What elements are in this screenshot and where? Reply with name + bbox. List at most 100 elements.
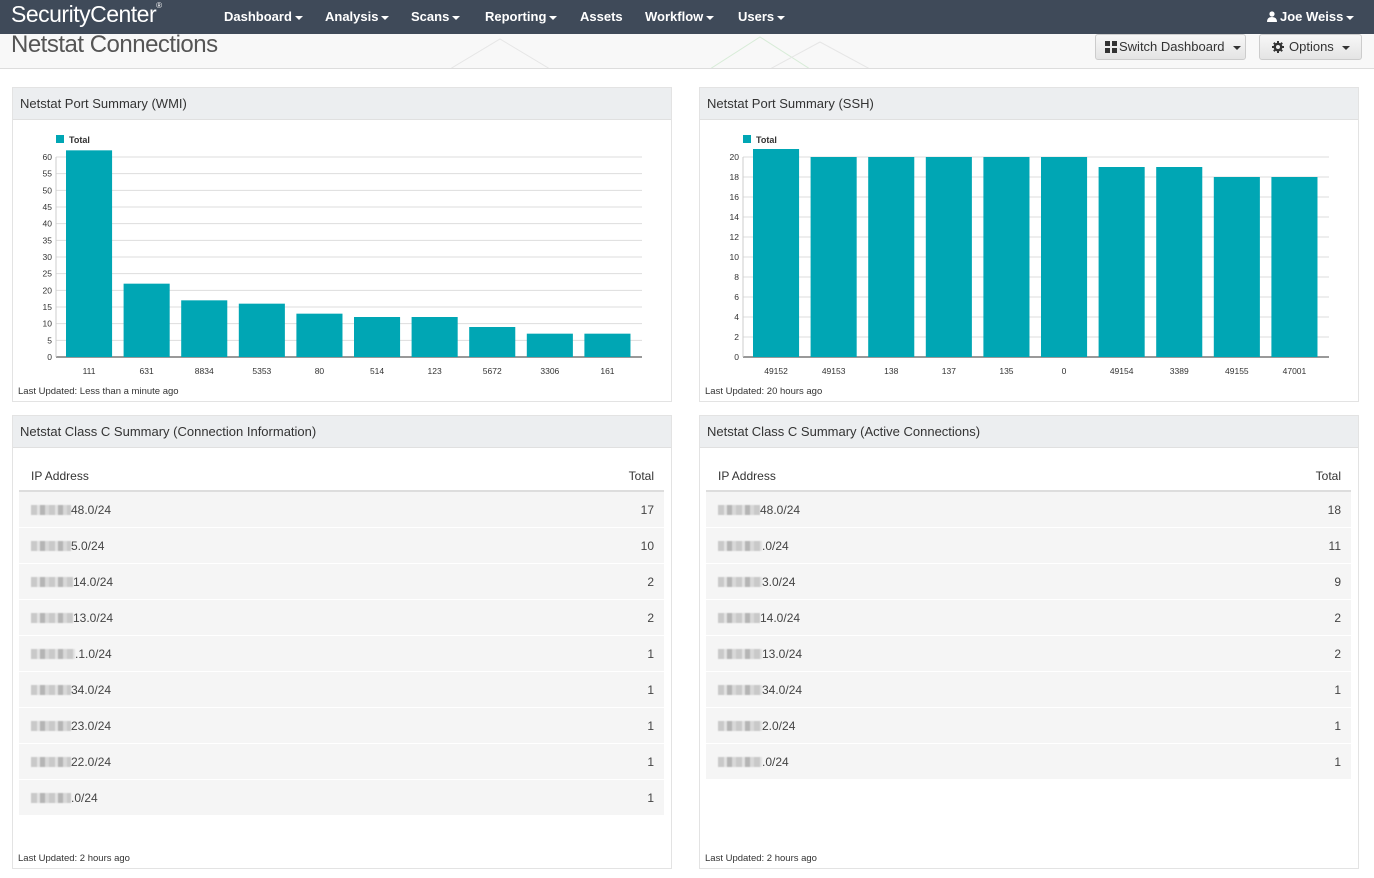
y-tick-label: 0: [734, 352, 739, 362]
bar[interactable]: [584, 333, 631, 357]
gear-icon: [1272, 41, 1284, 53]
bar[interactable]: [1098, 167, 1145, 357]
legend-label[interactable]: Total: [69, 135, 90, 145]
redacted-ip-prefix: [718, 721, 762, 731]
y-tick-label: 12: [730, 232, 740, 242]
bar[interactable]: [1156, 167, 1203, 357]
bar[interactable]: [1271, 177, 1318, 357]
page-title: Netstat Connections: [11, 34, 218, 58]
bar[interactable]: [983, 157, 1030, 357]
last-updated: Last Updated: 20 hours ago: [705, 386, 823, 397]
x-tick-label: 49152: [764, 366, 788, 376]
y-tick-label: 55: [43, 169, 53, 179]
user-menu[interactable]: Joe Weiss: [1267, 9, 1355, 24]
redacted-ip-prefix: [718, 613, 760, 623]
chevron-down-icon: [381, 15, 390, 20]
bar[interactable]: [526, 333, 573, 357]
bar[interactable]: [469, 327, 516, 357]
total-cell: 17: [640, 503, 654, 517]
table-row[interactable]: .0/24 1: [706, 744, 1351, 780]
table-row[interactable]: 3.0/24 9: [706, 564, 1351, 600]
table-row[interactable]: 14.0/24 2: [706, 600, 1351, 636]
nav-dashboard[interactable]: Dashboard: [224, 9, 303, 24]
nav-scans[interactable]: Scans: [411, 9, 461, 24]
bar[interactable]: [411, 317, 458, 357]
x-tick-label: 8834: [195, 366, 214, 376]
total-cell: 11: [1328, 539, 1341, 553]
ip-address-cell: .1.0/24: [75, 647, 112, 661]
table-row[interactable]: 48.0/24 18: [706, 492, 1351, 528]
panel-title: Netstat Port Summary (SSH): [700, 88, 1358, 120]
x-tick-label: 161: [600, 366, 614, 376]
redacted-ip-prefix: [718, 649, 762, 659]
table-row[interactable]: .1.0/24 1: [19, 636, 664, 672]
total-cell: 1: [647, 755, 654, 769]
y-tick-label: 16: [730, 192, 740, 202]
column-header-ip[interactable]: IP Address: [31, 469, 89, 483]
legend-swatch: [743, 135, 751, 143]
options-button[interactable]: Options: [1259, 34, 1362, 60]
nav-reporting[interactable]: Reporting: [485, 9, 558, 24]
panel-wmi-port-summary: Netstat Port Summary (WMI) Total 0 5 10 15 20…: [12, 87, 672, 402]
chevron-down-icon: [1232, 45, 1241, 50]
ip-address-cell: 34.0/24: [762, 683, 803, 697]
nav-assets[interactable]: Assets: [580, 9, 623, 24]
bar[interactable]: [354, 317, 401, 357]
table-row[interactable]: 22.0/24 1: [19, 744, 664, 780]
y-tick-label: 20: [43, 285, 53, 295]
bar[interactable]: [1041, 157, 1088, 357]
bar[interactable]: [753, 149, 800, 357]
last-updated: Last Updated: 2 hours ago: [18, 853, 130, 864]
nav-workflow[interactable]: Workflow: [645, 9, 715, 24]
ip-address-cell: 22.0/24: [71, 755, 112, 769]
table-row[interactable]: .0/24 11: [706, 528, 1351, 564]
bar[interactable]: [810, 157, 857, 357]
total-cell: 1: [1334, 683, 1341, 697]
bar[interactable]: [181, 300, 228, 357]
y-tick-label: 20: [730, 152, 740, 162]
table-row[interactable]: 5.0/24 10: [19, 528, 664, 564]
table-row[interactable]: 2.0/24 1: [706, 708, 1351, 744]
x-tick-label: 135: [999, 366, 1013, 376]
chevron-down-icon: [706, 15, 715, 20]
table-row[interactable]: 13.0/24 2: [706, 636, 1351, 672]
y-tick-label: 30: [43, 252, 53, 262]
nav-analysis[interactable]: Analysis: [325, 9, 390, 24]
table-body: 48.0/24 18.0/24 11 3.0/24 9 14.0/24 2 13.0/24 2 3…: [706, 492, 1351, 780]
brand-logo[interactable]: SecurityCenter®: [11, 1, 162, 27]
x-tick-label: 514: [370, 366, 384, 376]
x-tick-label: 5672: [483, 366, 502, 376]
bar[interactable]: [868, 157, 915, 357]
bar[interactable]: [296, 313, 343, 357]
total-cell: 18: [1327, 503, 1341, 517]
redacted-ip-prefix: [718, 685, 762, 695]
redacted-ip-prefix: [31, 577, 73, 587]
redacted-ip-prefix: [31, 613, 73, 623]
table-row[interactable]: 34.0/24 1: [19, 672, 664, 708]
x-tick-label: 49155: [1225, 366, 1249, 376]
bar[interactable]: [123, 283, 170, 357]
table-row[interactable]: .0/24 1: [19, 780, 664, 816]
column-header-total[interactable]: Total: [628, 469, 654, 483]
bar[interactable]: [238, 303, 285, 357]
table-row[interactable]: 13.0/24 2: [19, 600, 664, 636]
user-icon: [1267, 11, 1277, 22]
x-tick-label: 47001: [1283, 366, 1307, 376]
last-updated: Last Updated: 2 hours ago: [705, 853, 817, 864]
total-cell: 2: [1334, 611, 1341, 625]
chevron-down-icon: [294, 15, 303, 20]
switch-dashboard-button[interactable]: Switch Dashboard: [1095, 34, 1246, 60]
legend-label[interactable]: Total: [756, 135, 777, 145]
column-header-total[interactable]: Total: [1315, 469, 1341, 483]
bar[interactable]: [1213, 177, 1260, 357]
bar[interactable]: [925, 157, 972, 357]
table-row[interactable]: 48.0/24 17: [19, 492, 664, 528]
column-header-ip[interactable]: IP Address: [718, 469, 776, 483]
table-row[interactable]: 34.0/24 1: [706, 672, 1351, 708]
bar[interactable]: [66, 150, 113, 357]
y-tick-label: 8: [734, 272, 739, 282]
panel-class-c-active-connections: Netstat Class C Summary (Active Connecti…: [699, 415, 1359, 869]
nav-users[interactable]: Users: [738, 9, 786, 24]
table-row[interactable]: 23.0/24 1: [19, 708, 664, 744]
table-row[interactable]: 14.0/24 2: [19, 564, 664, 600]
